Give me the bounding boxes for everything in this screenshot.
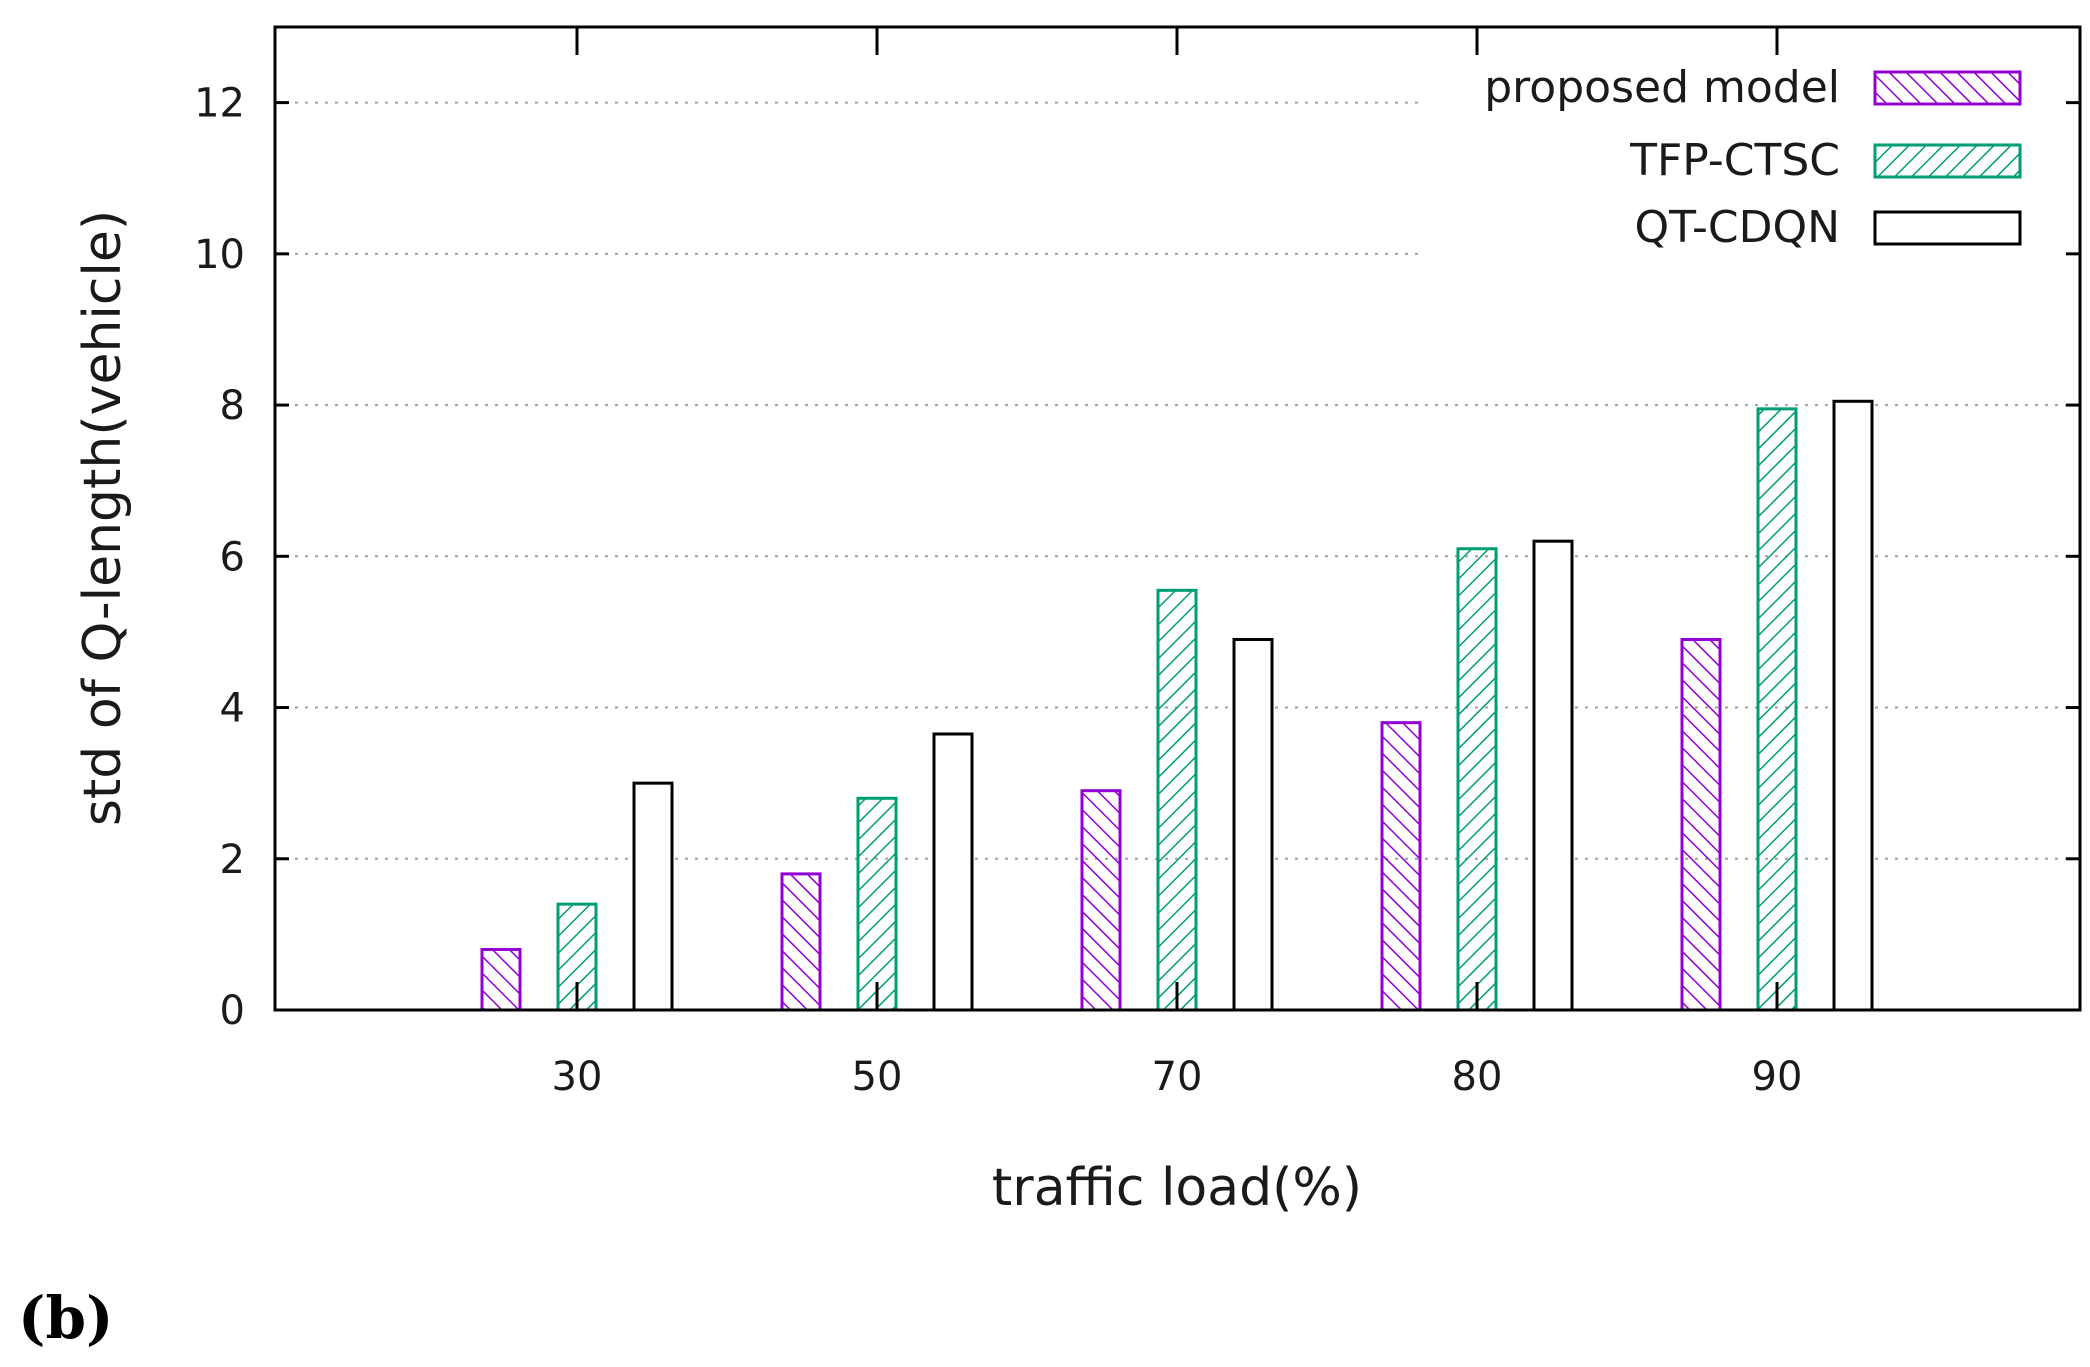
bar <box>856 796 898 1012</box>
y-tick-label: 12 <box>194 81 245 127</box>
bar <box>1456 547 1498 1012</box>
panel-label: (b) <box>18 1284 113 1352</box>
legend-swatch <box>1873 210 2022 246</box>
bar <box>1232 637 1274 1012</box>
y-axis-title: std of Q-length(vehicle) <box>73 210 133 826</box>
y-tick-label: 10 <box>194 232 245 278</box>
x-tick-label: 70 <box>1152 1054 1203 1100</box>
bar <box>1756 407 1798 1012</box>
x-tick-label: 50 <box>852 1054 903 1100</box>
bar <box>1532 539 1574 1012</box>
x-tick-label: 80 <box>1452 1054 1503 1100</box>
y-tick-label: 8 <box>220 383 245 429</box>
bar <box>780 872 822 1012</box>
y-tick-label: 6 <box>220 534 245 580</box>
legend-swatch <box>1873 143 2022 179</box>
bar <box>1380 721 1422 1012</box>
legend-swatch <box>1873 70 2022 106</box>
y-tick-label: 0 <box>220 988 245 1034</box>
legend-label: proposed model <box>1484 62 1840 113</box>
legend-label: TFP-CTSC <box>1629 135 1840 186</box>
x-tick-label: 90 <box>1752 1054 1803 1100</box>
x-tick-label: 30 <box>552 1054 603 1100</box>
bar <box>932 732 974 1012</box>
y-tick-label: 2 <box>220 837 245 883</box>
bar <box>1832 399 1874 1012</box>
bar <box>1156 588 1198 1012</box>
bar <box>1080 789 1122 1012</box>
bar <box>1680 637 1722 1012</box>
bar <box>480 948 522 1012</box>
legend: proposed model TFP-CTSC QT-CDQN <box>1484 62 2022 253</box>
y-tick-label: 4 <box>220 686 245 732</box>
x-axis-title: traffic load(%) <box>992 1158 1362 1218</box>
bar <box>632 781 674 1012</box>
axis-ticks: 0 2 4 6 8 10 12 30 50 70 80 90 <box>194 27 2080 1100</box>
legend-label: QT-CDQN <box>1635 202 1841 253</box>
bars <box>480 399 1874 1012</box>
